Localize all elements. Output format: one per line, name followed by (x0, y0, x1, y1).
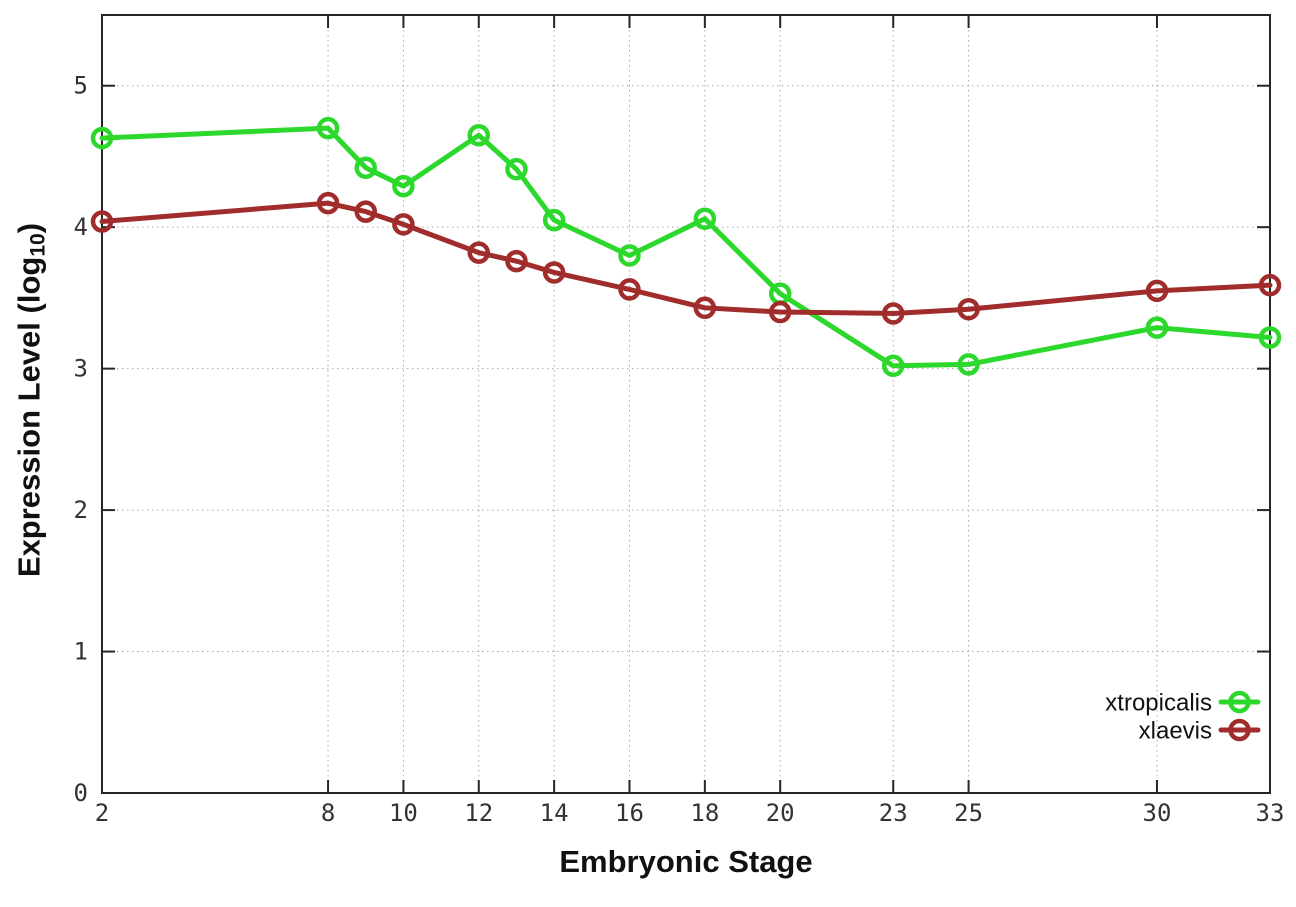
data-point-xlaevis-stage-16 (618, 278, 641, 301)
series-line-xlaevis (99, 200, 1273, 316)
x-tick-label: 20 (766, 799, 795, 827)
legend-label-xtropicalis: xtropicalis (1105, 690, 1212, 717)
series-line-xtropicalis (99, 125, 1273, 369)
x-tick-label: 23 (879, 799, 908, 827)
data-point-xlaevis-stage-13 (505, 249, 528, 273)
data-point-xlaevis-stage-10 (392, 213, 415, 236)
data-point-xtropicalis-stage-30 (1145, 316, 1169, 339)
data-point-xlaevis-stage-30 (1145, 279, 1169, 303)
data-point-xtropicalis-stage-23 (881, 354, 905, 378)
y-tick-label: 0 (74, 779, 88, 807)
y-axis-title: Expression Level (log10) (11, 223, 50, 577)
y-tick-label: 4 (74, 213, 88, 241)
x-tick-label: 30 (1143, 799, 1172, 827)
data-point-xlaevis-stage-2 (90, 210, 114, 233)
legend-sample-marker-xtropicalis (1228, 690, 1251, 714)
y-tick-label: 3 (74, 355, 88, 383)
data-point-xlaevis-stage-23 (881, 302, 905, 325)
data-point-xtropicalis-stage-14 (542, 208, 566, 232)
x-axis-title: Embryonic Stage (559, 844, 813, 879)
data-point-xlaevis-stage-9 (354, 200, 377, 223)
x-tick-label: 8 (321, 799, 335, 827)
data-point-xtropicalis-stage-12 (467, 123, 491, 147)
plot-border (101, 14, 1271, 794)
data-point-xlaevis-stage-14 (542, 261, 566, 284)
y-axis-title-text: Expression Level (log (11, 256, 47, 578)
data-point-xlaevis-stage-25 (957, 297, 980, 321)
data-point-xlaevis-stage-8 (316, 191, 340, 215)
y-tick-label: 2 (74, 496, 88, 524)
data-point-xtropicalis-stage-10 (392, 174, 415, 198)
data-point-xtropicalis-stage-8 (316, 116, 340, 140)
data-point-xlaevis-stage-33 (1258, 273, 1282, 297)
y-axis-title-suffix: ) (11, 222, 47, 234)
data-point-xtropicalis-stage-13 (505, 157, 528, 181)
data-point-xtropicalis-stage-25 (957, 353, 980, 376)
y-tick-label: 1 (74, 638, 88, 666)
data-point-xlaevis-stage-20 (768, 300, 792, 324)
data-point-xtropicalis-stage-33 (1258, 326, 1282, 349)
x-tick-label: 10 (389, 799, 418, 827)
x-tick-label: 12 (464, 799, 493, 827)
data-point-xlaevis-stage-12 (467, 241, 491, 264)
x-tick-label: 25 (954, 799, 983, 827)
x-tick-label: 14 (540, 799, 569, 827)
x-tick-label: 18 (690, 799, 719, 827)
y-axis-title-subscript: 10 (26, 233, 50, 257)
x-tick-label: 16 (615, 799, 644, 827)
x-tick-label: 33 (1256, 799, 1285, 827)
legend-label-xlaevis: xlaevis (1139, 718, 1212, 745)
y-tick-label: 5 (74, 72, 88, 100)
data-point-xtropicalis-stage-18 (693, 207, 717, 230)
legend-sample-marker-xlaevis (1228, 718, 1251, 742)
data-point-xtropicalis-stage-2 (90, 126, 114, 150)
data-point-xlaevis-stage-18 (693, 296, 717, 320)
data-point-xtropicalis-stage-9 (354, 156, 377, 180)
data-point-xtropicalis-stage-16 (618, 244, 641, 267)
x-tick-label: 2 (95, 799, 109, 827)
